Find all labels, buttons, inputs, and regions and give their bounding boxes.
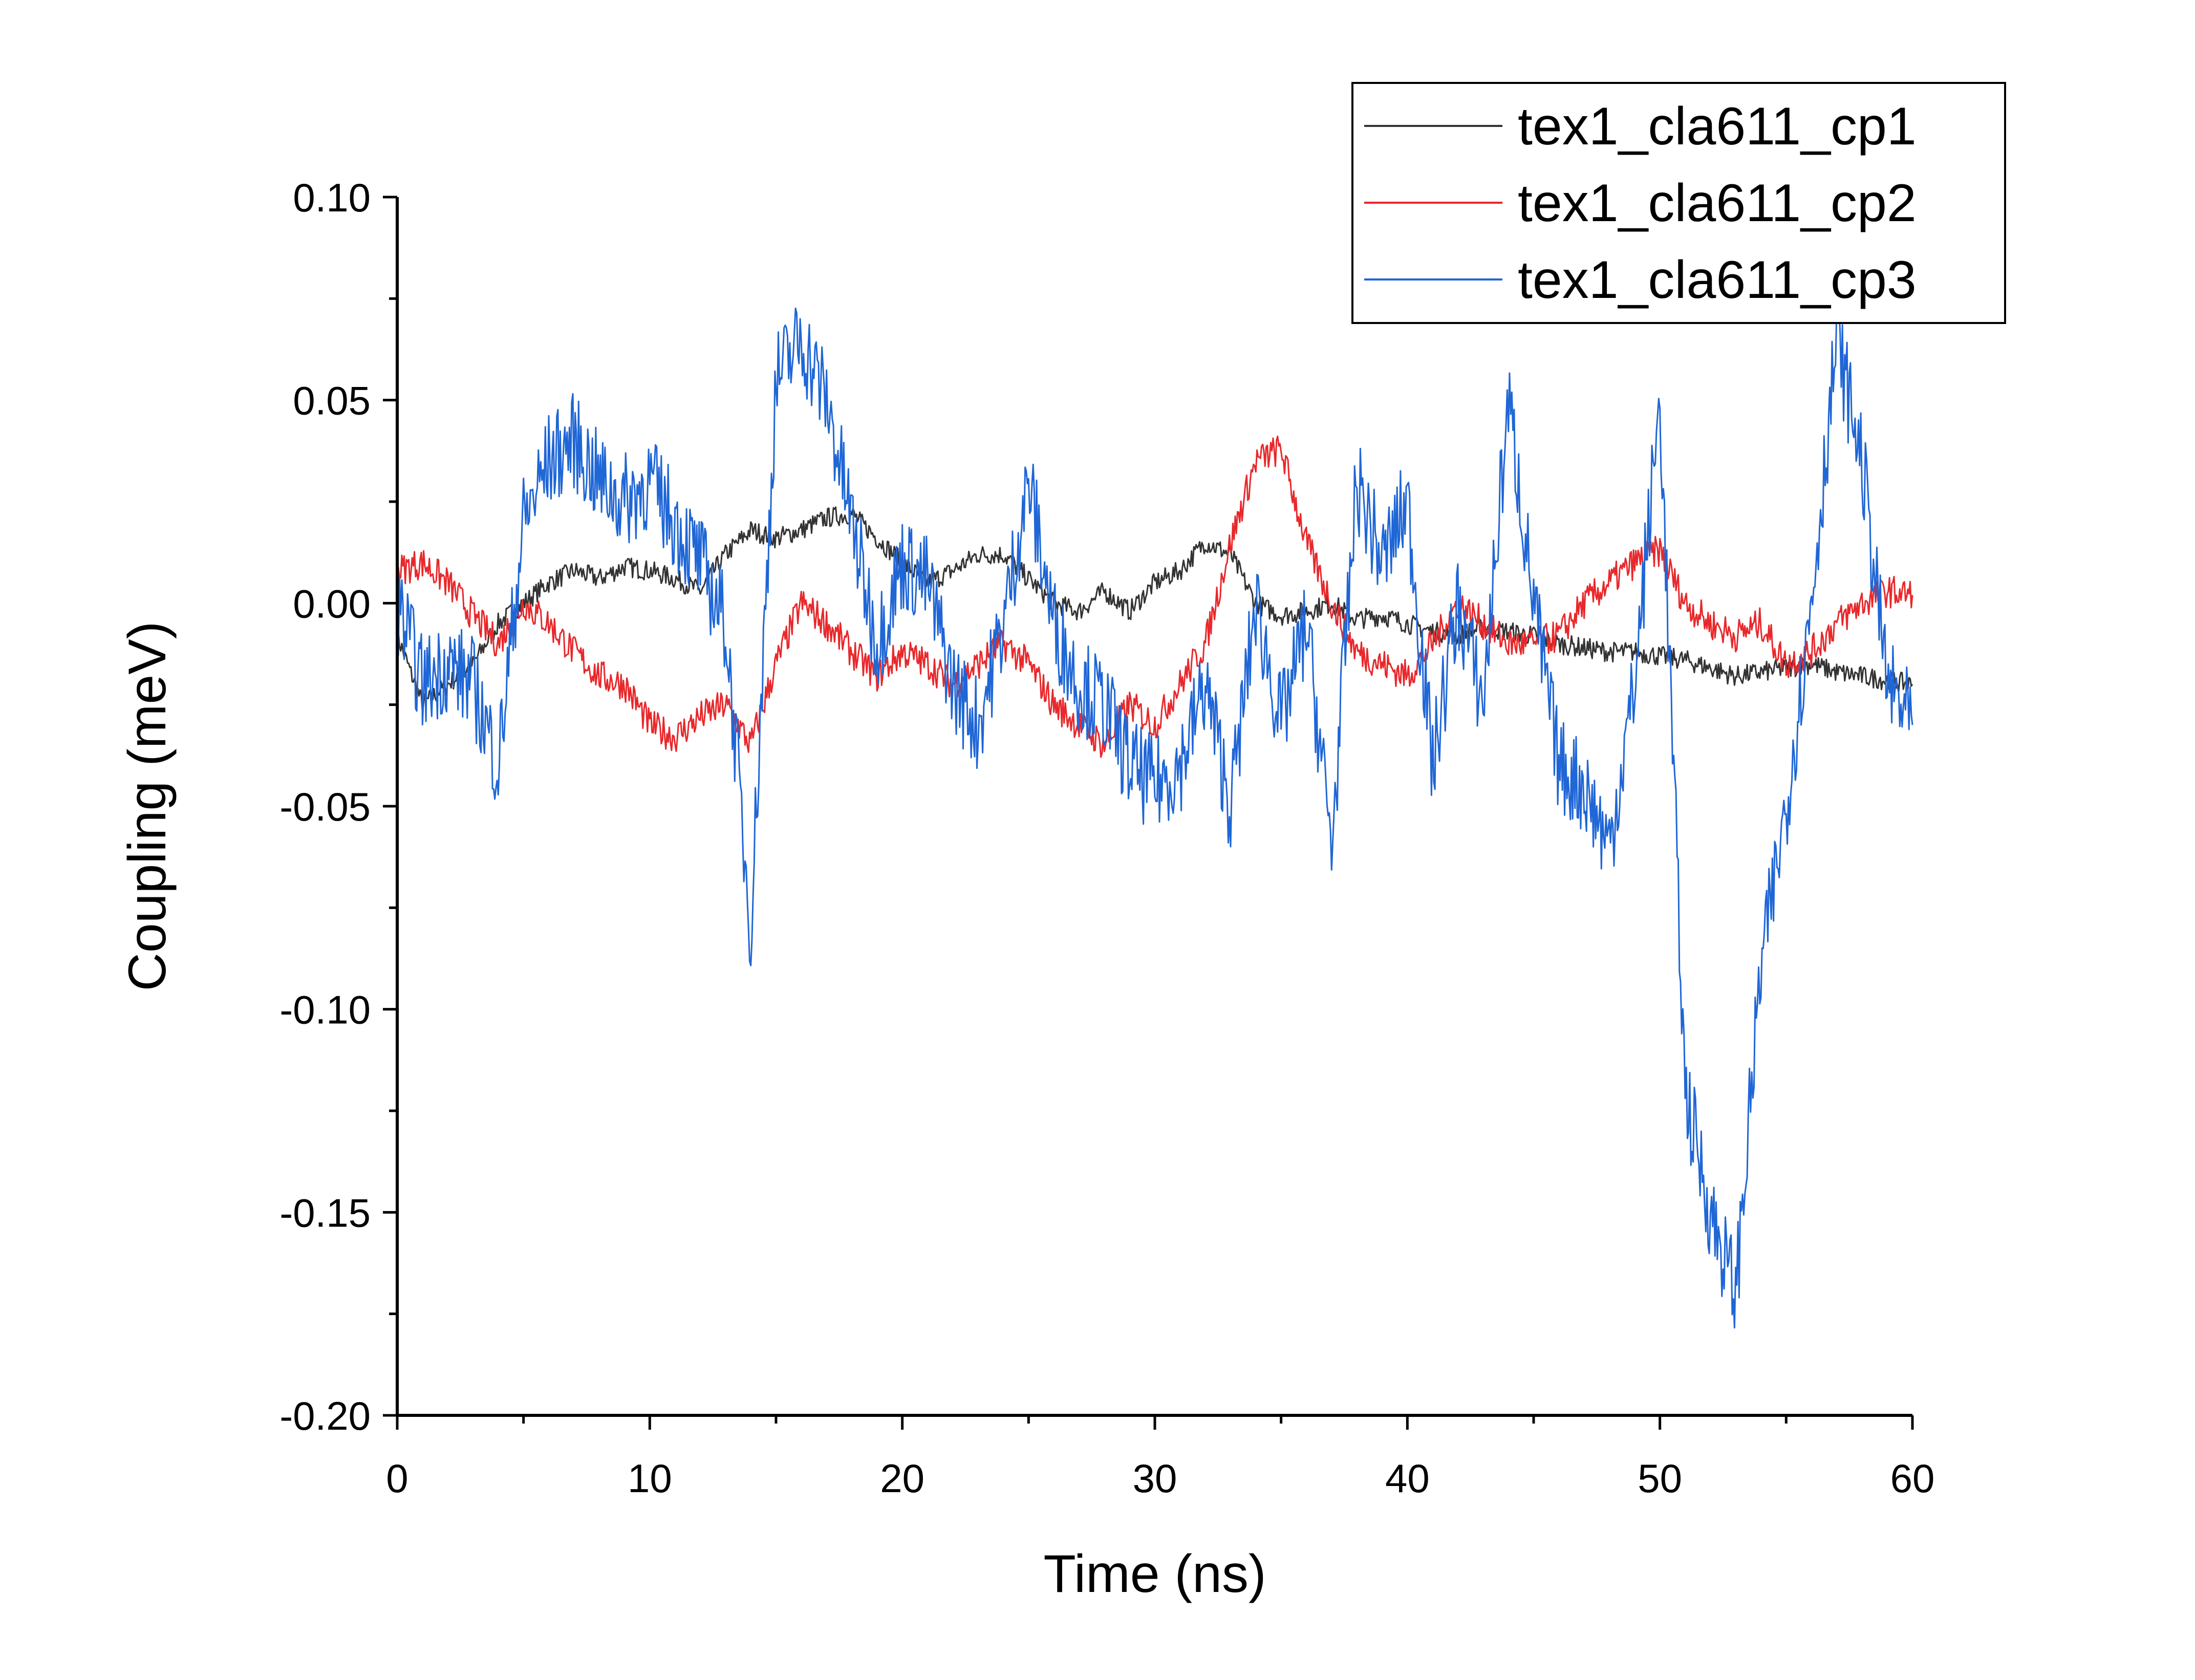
legend-label: tex1_cla611_cp3	[1518, 250, 1917, 310]
series-line-3	[396, 307, 1913, 1329]
y-tick-label: -0.05	[279, 784, 371, 829]
y-tick-label: 0.10	[293, 175, 371, 220]
tick-labels: 0 10 20 30 40 50 60 0.10 0.05 0.00 -0.05 -0.10 -0.15…	[279, 175, 1934, 1501]
x-tick-label: 30	[1133, 1456, 1177, 1501]
y-tick-label: -0.10	[279, 987, 371, 1032]
tick-marks	[383, 196, 1914, 1430]
series-line-2	[396, 435, 1913, 758]
y-tick-label: 0.05	[293, 378, 371, 423]
x-tick-label: 0	[386, 1456, 408, 1501]
series-layer	[396, 307, 1913, 1329]
axes	[396, 197, 1912, 1417]
y-axis-label: Coupling (meV)	[118, 621, 177, 992]
legend-label: tex1_cla611_cp2	[1518, 174, 1917, 233]
x-tick-label: 50	[1638, 1456, 1682, 1501]
series-line-1	[396, 506, 1913, 714]
x-tick-label: 20	[880, 1456, 924, 1501]
x-tick-label: 10	[628, 1456, 672, 1501]
y-tick-label: -0.20	[279, 1393, 371, 1438]
y-tick-label: -0.15	[279, 1190, 371, 1235]
legend-label: tex1_cla611_cp1	[1518, 97, 1917, 156]
x-axis-label: Time (ns)	[1043, 1544, 1266, 1604]
legend-items: tex1_cla611_cp1 tex1_cla611_cp2 tex1_cla61…	[1364, 97, 1917, 310]
legend: tex1_cla611_cp1 tex1_cla611_cp2 tex1_cla61…	[1351, 82, 2006, 324]
y-tick-label: 0.00	[293, 581, 371, 626]
x-tick-label: 60	[1890, 1456, 1935, 1501]
x-tick-label: 40	[1385, 1456, 1430, 1501]
